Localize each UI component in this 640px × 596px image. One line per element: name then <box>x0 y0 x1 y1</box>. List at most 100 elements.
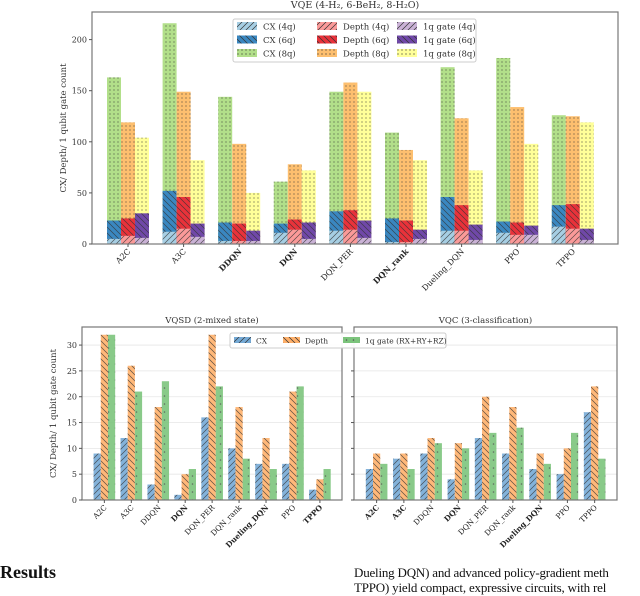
x-tick-label: DQN <box>277 246 299 268</box>
bar-hatch <box>399 220 413 244</box>
bar-hatch <box>93 453 101 500</box>
legend-swatch-hatch <box>317 49 337 57</box>
bar-hatch <box>162 231 177 244</box>
bar-hatch <box>598 458 606 500</box>
bar-hatch <box>529 469 537 500</box>
legend-label: CX <box>256 337 268 346</box>
bar-hatch <box>147 484 155 500</box>
bar-hatch <box>323 469 331 500</box>
bar-hatch <box>482 396 490 500</box>
bar-hatch <box>301 238 316 244</box>
bar-hatch <box>427 438 435 500</box>
chart-title: VQC (3-classification) <box>438 315 532 326</box>
bar-hatch <box>228 448 236 500</box>
x-tick-label: DQN <box>169 503 190 524</box>
bar-hatch <box>407 469 415 500</box>
bar-hatch <box>208 334 216 500</box>
bar-hatch <box>301 222 316 244</box>
bar-hatch <box>461 448 470 500</box>
bar-hatch <box>570 432 579 500</box>
bar-hatch <box>583 412 592 500</box>
bar-hatch <box>174 494 182 500</box>
bar-hatch <box>107 238 121 244</box>
bar-hatch <box>135 237 149 244</box>
legend-label: 1q gate (8q) <box>423 49 476 60</box>
axes-frame <box>91 11 619 245</box>
y-axis-label: CX/ Depth/ 1 qubit gate count <box>49 348 59 478</box>
bar-hatch <box>190 160 205 244</box>
bar-hatch <box>489 432 497 500</box>
bar-hatch <box>563 448 571 500</box>
bar-hatch <box>591 386 599 500</box>
legend-swatch-hatch <box>397 35 417 44</box>
legend-swatch-hatch <box>237 35 257 44</box>
bar-hatch <box>380 463 388 500</box>
y-tick-label: 20 <box>67 393 77 402</box>
bar-hatch <box>289 391 297 500</box>
x-tick-label: PPO <box>280 503 298 521</box>
bar-hatch <box>454 230 469 244</box>
bar-hatch <box>474 438 483 500</box>
bar-hatch <box>357 237 372 244</box>
x-tick-label: PPO <box>503 247 522 266</box>
legend: CX (4q) CX (6q) CX (8q) Depth (4q) Depth (6q… <box>232 18 477 63</box>
bar-hatch <box>121 235 135 244</box>
bar-hatch <box>190 236 205 244</box>
x-tick-label: A3C <box>169 247 188 266</box>
y-tick-label: 30 <box>67 341 77 350</box>
bar-hatch <box>579 239 594 244</box>
bar-hatch <box>232 223 247 244</box>
bar-hatch <box>385 218 399 244</box>
bar-hatch <box>329 91 344 244</box>
legend-label: CX (8q) <box>263 49 296 60</box>
bar-hatch <box>413 238 427 244</box>
chart-panel: VQSD (2-mixed state) 0 5 10 15 20 25 30 CX/ Dept… <box>49 315 343 550</box>
y-tick-label: 15 <box>67 419 77 428</box>
bar-hatch <box>420 453 428 500</box>
legend-swatch-hatch <box>317 35 337 44</box>
bar-hatch <box>255 463 263 500</box>
x-tick-label: DQN_PER <box>319 246 355 282</box>
x-tick-label: Dueling_DQN <box>420 247 466 293</box>
x-tick-label: A2C <box>113 247 132 266</box>
bar-hatch <box>373 453 381 500</box>
legend-label: Depth (8q) <box>343 49 389 60</box>
legend-label: 1q gate (6q) <box>423 35 476 46</box>
bar-hatch <box>468 224 483 244</box>
bar-hatch <box>218 240 233 244</box>
bar-hatch <box>509 407 517 500</box>
bar-hatch <box>161 381 170 500</box>
bar-hatch <box>218 222 233 244</box>
bar-hatch <box>393 458 401 500</box>
bar-hatch <box>385 132 399 244</box>
bar-hatch <box>107 334 116 500</box>
bar-hatch <box>107 220 121 244</box>
y-tick-label: 100 <box>72 138 87 147</box>
body-text-line: TPPO) yield compact, expressive circuits… <box>354 580 607 595</box>
legend-swatch-hatch <box>317 22 337 30</box>
y-tick-label: 200 <box>72 36 87 45</box>
bar-hatch <box>269 469 277 500</box>
legend-swatch-hatch <box>237 49 257 57</box>
x-tick-label: TPPO <box>555 247 578 270</box>
chart-panel: VQE (4-H₂, 6-BeH₂, 8-H₂O) 0 50 100 150 200 CX/… <box>59 0 619 293</box>
bar-hatch <box>579 122 594 244</box>
bar-hatch <box>502 453 510 500</box>
x-tick-label: DQN <box>442 503 463 524</box>
x-tick-label: PPO <box>554 503 572 521</box>
bar-hatch <box>510 107 525 244</box>
bar-hatch <box>262 438 270 500</box>
y-tick-label: 10 <box>67 444 77 453</box>
bar-hatch <box>135 213 149 244</box>
legend-swatch-hatch <box>397 22 417 30</box>
bar-hatch <box>246 240 261 244</box>
bar-hatch <box>565 228 580 244</box>
legend-label: Depth (4q) <box>343 22 389 33</box>
legend-frame <box>229 332 447 349</box>
legend: CX Depth 1q gate (RX+RY+RZ) <box>229 332 447 349</box>
legend-label: 1q gate (4q) <box>423 22 476 33</box>
legend-label: CX (6q) <box>263 35 296 46</box>
bar-hatch <box>162 23 177 244</box>
x-tick-label: DDQN <box>139 503 163 527</box>
